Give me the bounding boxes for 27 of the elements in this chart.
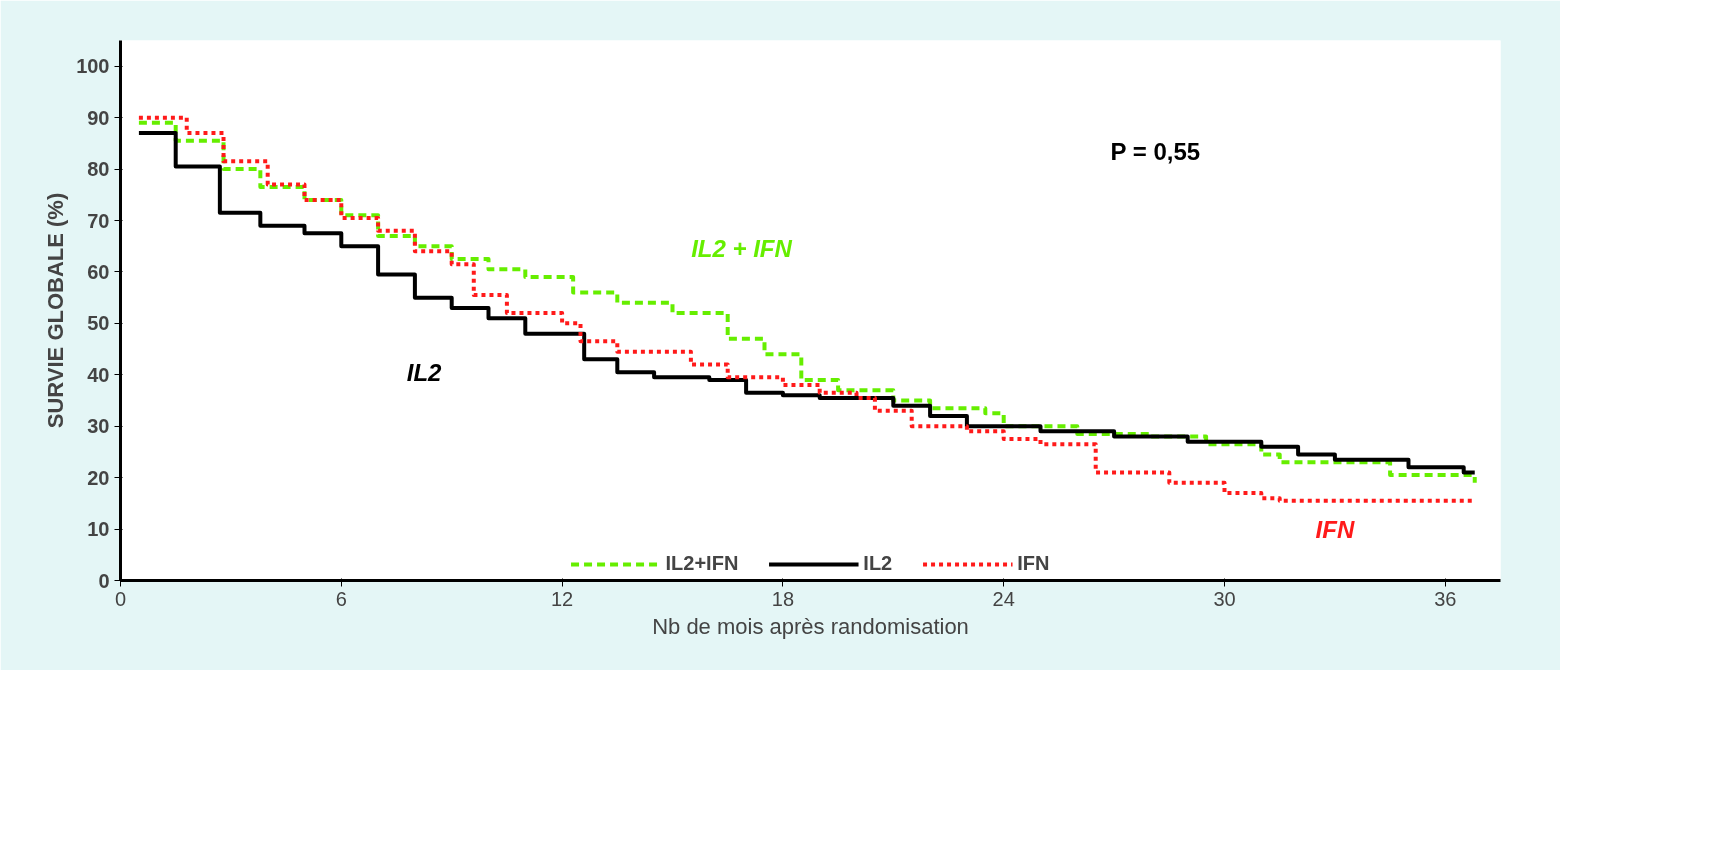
- x-tick-label: 36: [1434, 587, 1457, 610]
- y-tick-label: 40: [87, 363, 110, 386]
- x-tick-label: 24: [992, 587, 1015, 610]
- y-tick-label: 0: [98, 569, 110, 592]
- y-tick-label: 30: [87, 415, 110, 438]
- y-axis-title: SURVIE GLOBALE (%): [43, 192, 69, 429]
- annotation: IL2: [406, 359, 443, 387]
- annotation: IL2 + IFN: [691, 234, 793, 262]
- legend-label: IL2+IFN: [665, 552, 739, 575]
- x-axis-title: Nb de mois après randomisation: [652, 613, 969, 639]
- y-tick-label: 70: [87, 209, 110, 232]
- x-tick-label: 30: [1213, 587, 1236, 610]
- y-tick-label: 10: [87, 518, 110, 541]
- y-tick-label: 80: [87, 158, 110, 181]
- legend-label: IFN: [1017, 552, 1050, 575]
- x-tick-label: 0: [114, 587, 127, 610]
- legend-label: IL2: [863, 552, 893, 575]
- x-tick-label: 12: [550, 587, 574, 610]
- y-tick-label: 100: [76, 55, 110, 78]
- annotation: IFN: [1315, 515, 1355, 543]
- y-tick-label: 20: [87, 466, 110, 489]
- annotation: P = 0,55: [1110, 137, 1201, 165]
- y-tick-label: 60: [87, 260, 110, 283]
- y-tick-label: 90: [87, 106, 110, 129]
- y-tick-label: 50: [87, 312, 110, 335]
- x-tick-label: 6: [335, 587, 347, 610]
- x-tick-label: 18: [771, 587, 795, 610]
